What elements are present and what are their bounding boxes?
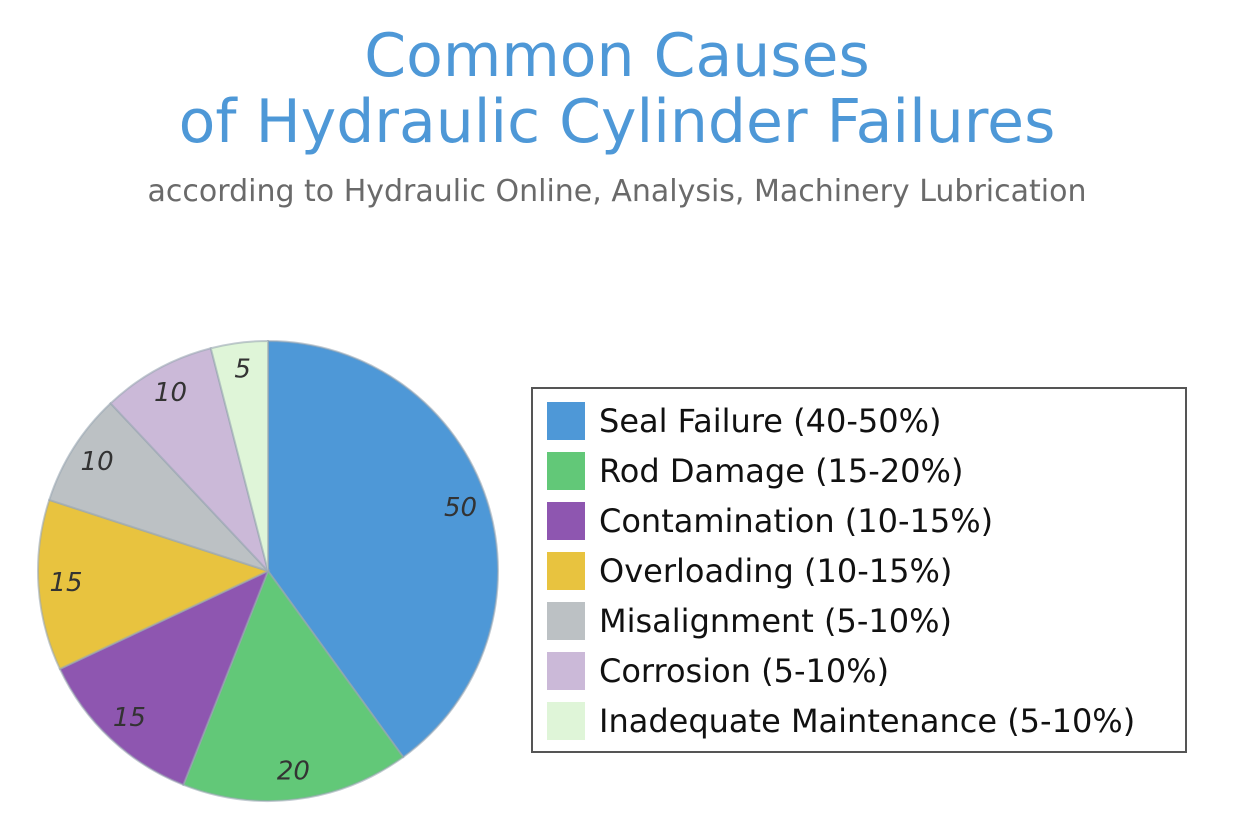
legend-item: Overloading (10-15%) bbox=[547, 549, 952, 593]
legend-label: Inadequate Maintenance (5-10%) bbox=[599, 702, 1136, 740]
legend-label: Contamination (10-15%) bbox=[599, 502, 994, 540]
legend-swatch bbox=[547, 702, 585, 740]
legend-item: Corrosion (5-10%) bbox=[547, 649, 889, 693]
pie-slice-6 bbox=[209, 339, 269, 572]
pie-slice-0 bbox=[267, 339, 499, 759]
legend-swatch bbox=[547, 652, 585, 690]
legend-swatch bbox=[547, 402, 585, 440]
legend-label: Seal Failure (40-50%) bbox=[599, 402, 942, 440]
pie-slice-3 bbox=[37, 498, 271, 671]
legend-item: Rod Damage (15-20%) bbox=[547, 449, 963, 493]
legend-item: Misalignment (5-10%) bbox=[547, 599, 952, 643]
legend-label: Misalignment (5-10%) bbox=[599, 602, 953, 640]
legend-label: Corrosion (5-10%) bbox=[599, 652, 890, 690]
legend-label: Rod Damage (15-20%) bbox=[599, 452, 964, 490]
chart-title-line-1: Common Causes bbox=[364, 21, 870, 91]
pie-slice-5 bbox=[109, 347, 269, 572]
legend-swatch bbox=[547, 602, 585, 640]
pie-slice-value-label: 10 bbox=[154, 378, 187, 408]
legend-item: Inadequate Maintenance (5-10%) bbox=[547, 699, 1135, 743]
pie-slice-value-label: 5 bbox=[234, 355, 251, 385]
pie-slice-value-label: 15 bbox=[49, 568, 82, 598]
pie-slice-2 bbox=[58, 569, 270, 787]
legend-swatch bbox=[547, 502, 585, 540]
legend-item: Contamination (10-15%) bbox=[547, 499, 993, 543]
pie-slice-value-label: 10 bbox=[81, 447, 114, 477]
legend-swatch bbox=[547, 552, 585, 590]
pie-slice-1 bbox=[182, 568, 405, 802]
pie-slice-4 bbox=[47, 401, 269, 572]
legend-item: Seal Failure (40-50%) bbox=[547, 399, 941, 443]
legend: Seal Failure (40-50%) Rod Damage (15-20%)… bbox=[531, 387, 1187, 753]
legend-label: Overloading (10-15%) bbox=[599, 552, 953, 590]
legend-swatch bbox=[547, 452, 585, 490]
pie-slice-labels: 50 20 15 15 10 10 5 bbox=[49, 355, 477, 787]
chart-title-line-2: of Hydraulic Cylinder Failures bbox=[178, 87, 1056, 157]
pie-slice-value-label: 50 bbox=[444, 493, 477, 523]
pie-slice-value-label: 20 bbox=[277, 756, 310, 786]
chart-subtitle: according to Hydraulic Online, Analysis,… bbox=[147, 174, 1087, 209]
pie-slices bbox=[37, 339, 499, 802]
pie-slice-value-label: 15 bbox=[113, 703, 146, 733]
